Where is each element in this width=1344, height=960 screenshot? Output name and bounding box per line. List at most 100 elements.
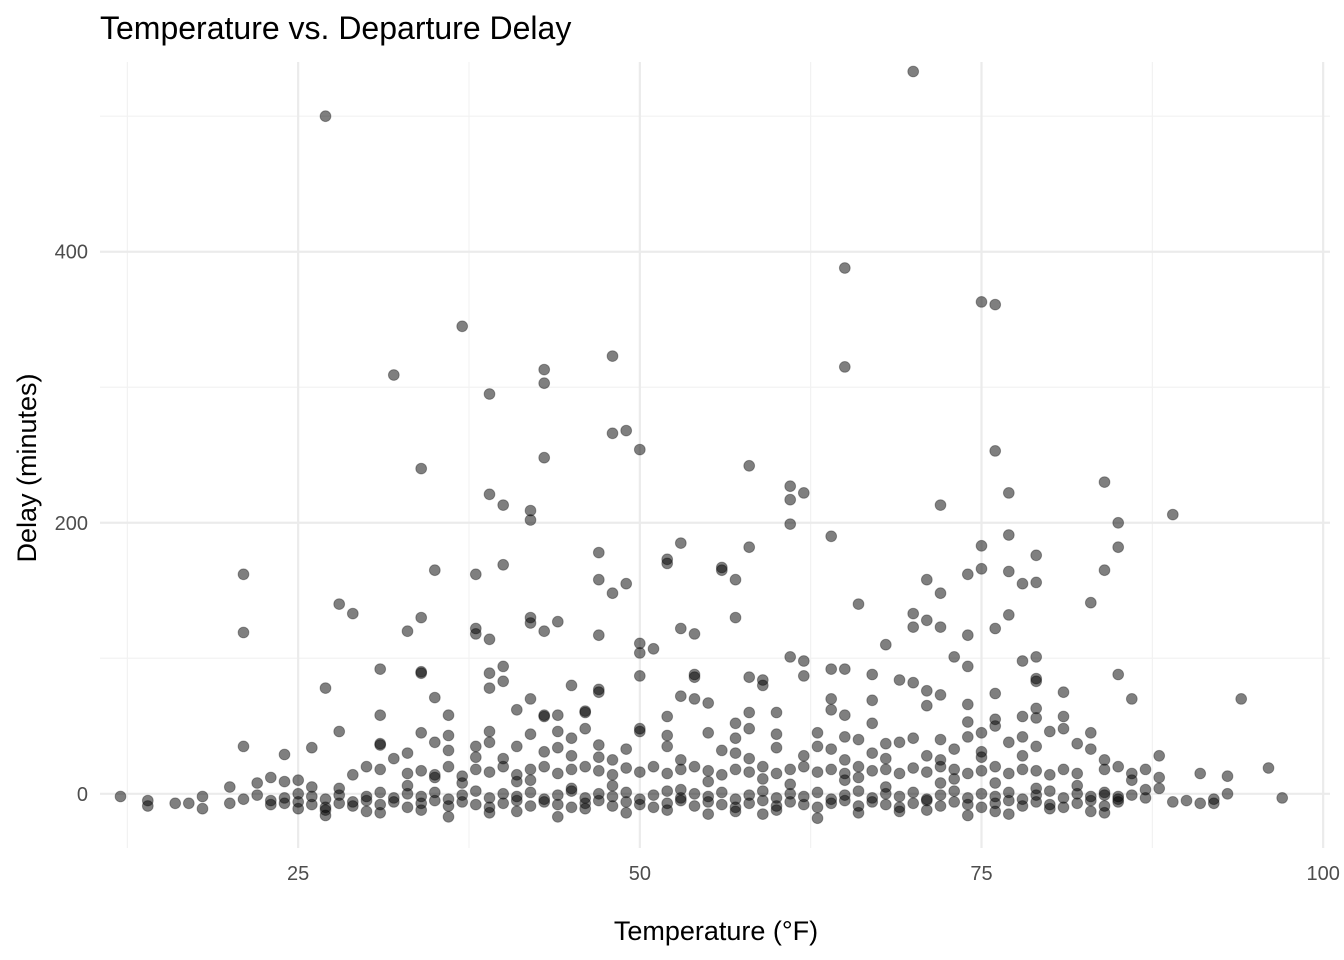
- data-point: [893, 736, 906, 749]
- data-point: [1098, 763, 1111, 776]
- data-point: [1098, 789, 1111, 801]
- data-point: [838, 361, 851, 373]
- data-point: [1071, 737, 1084, 750]
- data-point: [907, 797, 920, 810]
- data-point: [1030, 576, 1043, 589]
- data-point: [688, 800, 701, 812]
- data-point: [797, 487, 810, 499]
- data-point: [729, 717, 742, 730]
- data-point: [346, 800, 359, 812]
- data-point: [524, 693, 537, 705]
- data-point: [1139, 783, 1152, 796]
- x-axis-title: Temperature (°F): [614, 916, 818, 946]
- data-point: [606, 800, 619, 812]
- data-point: [866, 796, 879, 808]
- data-point: [497, 660, 510, 673]
- data-point: [702, 808, 715, 820]
- data-point: [114, 790, 127, 803]
- data-point: [333, 782, 346, 795]
- data-point: [989, 445, 1002, 457]
- data-point: [360, 760, 373, 773]
- data-point: [592, 794, 605, 807]
- data-point: [387, 369, 400, 381]
- data-point: [729, 611, 742, 624]
- data-point: [374, 737, 387, 750]
- data-point: [510, 794, 523, 807]
- data-point: [756, 808, 769, 820]
- data-point: [606, 768, 619, 781]
- data-point: [647, 642, 660, 655]
- data-point: [838, 754, 851, 766]
- data-point: [715, 768, 728, 781]
- data-point: [975, 764, 988, 777]
- data-point: [825, 693, 838, 705]
- data-point: [565, 763, 578, 776]
- data-point: [483, 766, 496, 778]
- data-point: [551, 741, 564, 754]
- data-point: [1194, 767, 1207, 780]
- data-point: [620, 577, 633, 590]
- data-point: [401, 747, 414, 759]
- data-point: [784, 778, 797, 791]
- data-point: [961, 698, 974, 711]
- data-point: [866, 694, 879, 707]
- data-point: [838, 663, 851, 675]
- data-point: [852, 760, 865, 773]
- data-point: [948, 773, 961, 785]
- data-point: [483, 682, 496, 694]
- data-point: [1016, 749, 1029, 762]
- data-point: [551, 725, 564, 738]
- data-point: [442, 760, 455, 773]
- data-point: [524, 763, 537, 776]
- data-point: [483, 488, 496, 501]
- data-point: [784, 518, 797, 530]
- data-point: [387, 752, 400, 765]
- data-point: [674, 690, 687, 703]
- data-point: [442, 729, 455, 742]
- data-point: [442, 800, 455, 812]
- data-point: [469, 763, 482, 776]
- data-point: [920, 614, 933, 627]
- data-point: [538, 760, 551, 773]
- y-tick-label: 400: [55, 242, 88, 264]
- data-point: [483, 736, 496, 749]
- data-point: [702, 796, 715, 808]
- data-point: [1112, 541, 1125, 554]
- data-point: [1112, 790, 1125, 803]
- data-point: [866, 668, 879, 681]
- data-point: [797, 760, 810, 773]
- data-point: [838, 794, 851, 807]
- data-point: [879, 638, 892, 651]
- data-point: [1016, 763, 1029, 776]
- data-point: [333, 797, 346, 810]
- data-point: [647, 801, 660, 814]
- data-point: [866, 717, 879, 730]
- data-point: [497, 499, 510, 512]
- data-point: [1098, 806, 1111, 819]
- data-point: [633, 443, 646, 456]
- data-point: [1125, 774, 1138, 787]
- data-point: [756, 760, 769, 773]
- data-point: [743, 541, 756, 554]
- data-point: [565, 801, 578, 814]
- data-point: [907, 607, 920, 620]
- data-point: [838, 774, 851, 787]
- data-point: [825, 763, 838, 776]
- data-point: [1166, 796, 1179, 808]
- data-point: [770, 706, 783, 719]
- data-point: [469, 751, 482, 764]
- data-point: [811, 812, 824, 825]
- data-point: [1016, 800, 1029, 812]
- data-point: [223, 797, 236, 810]
- data-point: [920, 699, 933, 712]
- data-point: [428, 691, 441, 704]
- data-point: [633, 798, 646, 811]
- data-point: [893, 790, 906, 803]
- data-point: [1071, 779, 1084, 792]
- data-point: [415, 804, 428, 816]
- data-point: [743, 722, 756, 735]
- data-point: [346, 768, 359, 781]
- data-point: [456, 796, 469, 808]
- data-point: [1016, 731, 1029, 743]
- data-point: [661, 740, 674, 753]
